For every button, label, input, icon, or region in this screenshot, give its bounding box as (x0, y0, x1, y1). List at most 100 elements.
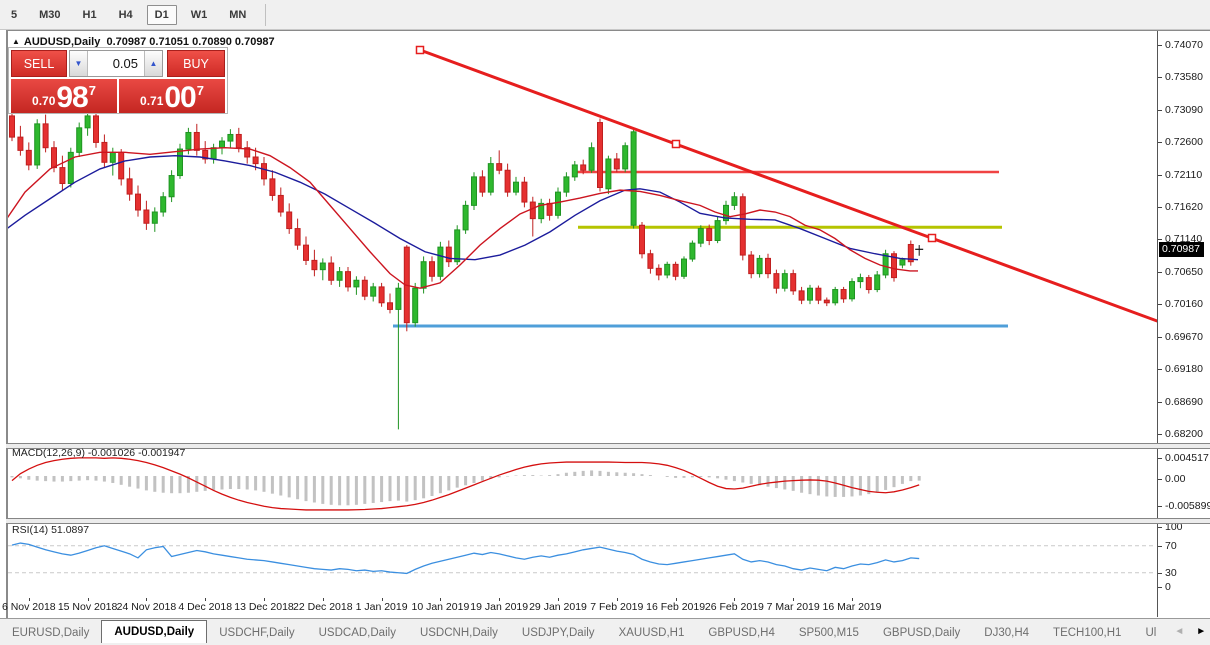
date-tick (28, 598, 30, 601)
date-axis-label: 16 Feb 2019 (646, 601, 706, 613)
chart-tab-gbpusd-h4[interactable]: GBPUSD,H4 (708, 626, 775, 639)
sell-button[interactable]: SELL (11, 50, 67, 77)
chart-tab-ul[interactable]: Ul (1145, 626, 1157, 639)
chart-tab-dj30-h4[interactable]: DJ30,H4 (984, 626, 1030, 639)
date-axis-label: 16 Mar 2019 (822, 601, 882, 613)
chart-tab-xauusd-h1[interactable]: XAUUSD,H1 (618, 626, 685, 639)
axis-tick (1158, 77, 1162, 79)
price-axis-label: 0.73580 (1165, 71, 1203, 84)
axis-tick (1158, 45, 1162, 46)
status-strip (0, 642, 1210, 645)
date-axis-label: 7 Feb 2019 (590, 601, 644, 613)
date-tick (734, 598, 736, 601)
price-axis-label: 0.71140 (1165, 233, 1203, 246)
chart-tab-usdcnh-daily[interactable]: USDCNH,Daily (419, 626, 498, 639)
axis-tick (1158, 239, 1162, 241)
axis-tick (1158, 401, 1162, 403)
chart-tab-sp500-m15[interactable]: SP500,M15 (798, 626, 859, 639)
axis-tick (1158, 527, 1162, 528)
timeframe-button-h4[interactable]: H4 (118, 8, 133, 21)
axis-tick (1158, 142, 1162, 144)
axis-tick (1158, 207, 1162, 209)
volume-decrease-button[interactable]: ▼ (70, 51, 88, 76)
axis-tick (1158, 479, 1162, 480)
rsi-pane[interactable] (8, 523, 1157, 597)
macd-axis-label: 0.004517 (1165, 452, 1209, 464)
price-axis-label: 0.68690 (1165, 395, 1203, 408)
bid-price-big: 98 (56, 81, 88, 114)
timeframe-button-d1[interactable]: D1 (146, 4, 177, 25)
axis-tick (1158, 336, 1162, 338)
chart-tab-usdjpy-daily[interactable]: USDJPY,Daily (521, 626, 595, 639)
axis-tick (1158, 369, 1162, 371)
price-axis-label: 0.68200 (1165, 428, 1203, 440)
price-axis-label: 0.72600 (1165, 136, 1203, 149)
chart-tab-audusd-daily[interactable]: AUDUSD,Daily (101, 620, 208, 643)
rsi-axis-label: 70 (1165, 540, 1177, 552)
rsi-axis-label: 30 (1165, 567, 1177, 579)
macd-pane[interactable] (8, 448, 1157, 518)
ask-price-big: 00 (164, 81, 196, 114)
chart-tab-tech100-h1[interactable]: TECH100,H1 (1053, 626, 1122, 639)
collapse-triangle-icon[interactable]: ▲ (12, 37, 20, 46)
price-axis-label: 0.73090 (1165, 103, 1203, 116)
volume-value[interactable]: 0.05 (112, 56, 138, 71)
volume-increase-button[interactable]: ▲ (144, 51, 162, 76)
price-axis-label: 0.70160 (1165, 298, 1203, 311)
date-axis-label: 24 Nov 2018 (116, 601, 177, 613)
chart-tab-bar: EURUSD,Daily AUDUSD,Daily USDCHF,Daily USDC… (0, 618, 1210, 643)
toolbar-separator (265, 3, 267, 26)
timeframe-button-w1[interactable]: W1 (190, 8, 208, 21)
date-axis-label: 10 Jan 2019 (411, 601, 470, 613)
date-tick (793, 598, 795, 601)
price-axis-label: 0.74070 (1165, 39, 1203, 51)
axis-tick (1158, 546, 1162, 547)
axis-tick (1158, 271, 1162, 273)
one-click-trade-panel: SELL ▼ 0.05 ▲ BUY 0.70 98 7 0.71 00 7 (8, 47, 228, 114)
price-axis-label: 0.69670 (1165, 330, 1203, 343)
macd-axis-label: 0.00 (1165, 473, 1186, 485)
volume-spinner: ▼ 0.05 ▲ (69, 50, 163, 77)
pane-divider[interactable] (6, 443, 1210, 449)
date-tick (205, 598, 207, 601)
date-axis: 6 Nov 2018 15 Nov 2018 24 Nov 2018 4 Dec 20… (2, 598, 1157, 617)
bid-price-small: 0.70 (32, 94, 56, 108)
timeframe-button-m30[interactable]: M30 (39, 8, 61, 21)
ask-price-box[interactable]: 0.71 00 7 (119, 79, 225, 113)
date-tick (322, 598, 324, 601)
timeframe-button-h1[interactable]: H1 (82, 8, 97, 21)
date-tick (675, 598, 677, 601)
timeframe-button-5[interactable]: 5 (11, 8, 18, 21)
timeframe-button-mn[interactable]: MN (229, 8, 247, 21)
buy-button[interactable]: BUY (167, 50, 225, 77)
chart-tab-usdcad-daily[interactable]: USDCAD,Daily (318, 626, 396, 639)
date-tick (381, 598, 383, 601)
date-axis-label: 7 Mar 2019 (766, 601, 820, 613)
pane-divider[interactable] (6, 518, 1210, 524)
chart-tab-usdchf-daily[interactable]: USDCHF,Daily (219, 626, 295, 639)
date-tick (264, 598, 265, 601)
date-axis-label: 22 Dec 2018 (293, 601, 353, 613)
date-axis-label: 29 Jan 2019 (529, 601, 587, 613)
bid-price-box[interactable]: 0.70 98 7 (11, 79, 117, 113)
date-axis-label: 1 Jan 2019 (355, 601, 408, 613)
price-chart-pane[interactable] (8, 33, 1157, 443)
axis-tick (1158, 434, 1162, 435)
ask-price-small: 0.71 (140, 94, 164, 108)
chart-tab-eurusd-daily[interactable]: EURUSD,Daily (12, 626, 90, 639)
axis-tick (1158, 587, 1162, 588)
axis-tick (1158, 174, 1162, 176)
axis-tick (1158, 506, 1162, 507)
chart-title-text: AUDUSD,Daily 0.70987 0.71051 0.70890 0.7… (23, 36, 275, 48)
tab-scroll-left-icon[interactable]: ◄ (1174, 625, 1185, 637)
price-axis-label: 0.69180 (1165, 363, 1203, 376)
date-tick (616, 598, 618, 601)
tab-scroll-right-icon[interactable]: ► (1196, 625, 1207, 637)
date-tick (852, 598, 853, 601)
date-axis-label: 13 Dec 2018 (234, 601, 294, 613)
date-axis-label: 4 Dec 2018 (178, 601, 233, 613)
date-tick (440, 598, 442, 601)
chart-tab-gbpusd-daily[interactable]: GBPUSD,Daily (882, 626, 961, 639)
macd-axis-label: -0.005899 (1165, 500, 1210, 512)
